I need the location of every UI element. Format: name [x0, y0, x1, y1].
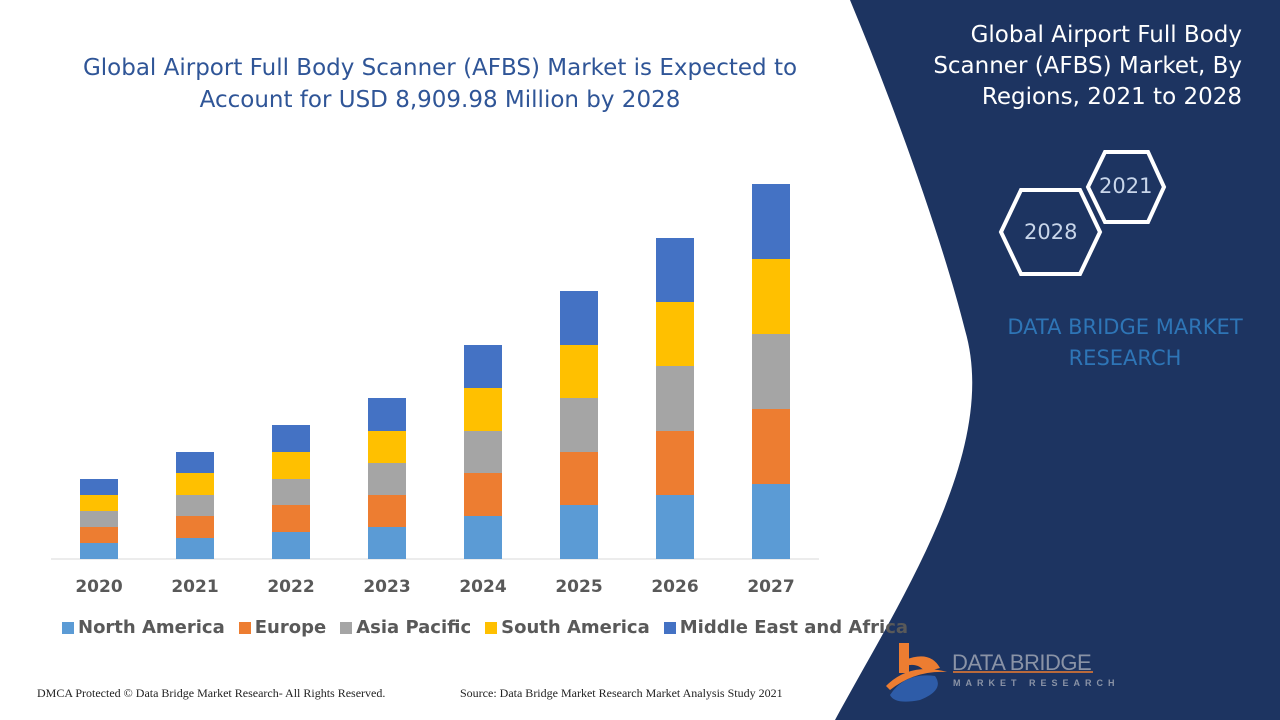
x-tick-label: 2023	[363, 577, 410, 597]
bar-2027-middle-east-and-africa	[752, 184, 790, 259]
bar-2027-europe	[752, 409, 790, 484]
bar-2022-north-america	[272, 532, 310, 559]
hex-year-2021: 2021	[1099, 174, 1153, 198]
bar-2024-asia-pacific	[464, 431, 502, 473]
bar-2026-south-america	[656, 302, 694, 366]
side-panel-title: Global Airport Full Body Scanner (AFBS) …	[933, 22, 1242, 110]
x-tick-label: 2026	[651, 577, 698, 597]
chart-legend: North America Europe Asia Pacific South Ame…	[62, 617, 908, 638]
bar-2025-south-america	[560, 345, 598, 398]
bar-2020-asia-pacific	[80, 511, 118, 527]
bar-2023-asia-pacific	[368, 463, 406, 495]
legend-label: North America	[78, 617, 225, 638]
bar-2026-asia-pacific	[656, 366, 694, 431]
bar-2022-south-america	[272, 452, 310, 479]
x-tick-label: 2020	[75, 577, 122, 597]
legend-item: Middle East and Africa	[663, 617, 909, 638]
bar-2022-middle-east-and-africa	[272, 425, 310, 452]
hexagon-2028	[998, 188, 1103, 276]
bar-2021-middle-east-and-africa	[176, 452, 214, 473]
bar-2024-middle-east-and-africa	[464, 345, 502, 388]
bar-2024-north-america	[464, 516, 502, 559]
legend-item: South America	[485, 617, 650, 638]
bar-2021-north-america	[176, 538, 214, 559]
legend-label: Asia Pacific	[356, 617, 472, 638]
logo-subtitle: MARKET RESEARCH	[953, 678, 1120, 688]
legend-swatch	[340, 621, 353, 634]
bar-2027-south-america	[752, 259, 790, 334]
bar-2025-asia-pacific	[560, 398, 598, 452]
stacked-bar-chart: 2020 2021 2022 2023 2024 2025 2026 2027	[51, 184, 819, 597]
legend-item: Asia Pacific	[340, 617, 471, 638]
bar-2024-south-america	[464, 388, 502, 431]
legend-swatch	[62, 621, 74, 634]
legend-swatch	[485, 621, 498, 634]
legend-label: South America	[501, 617, 650, 638]
bar-2023-europe	[368, 495, 406, 527]
bar-2021-asia-pacific	[176, 495, 214, 516]
bar-2024-europe	[464, 473, 502, 516]
bar-2026-north-america	[656, 495, 694, 559]
x-tick-label: 2024	[459, 577, 506, 597]
hexagon-2021	[1085, 150, 1167, 224]
x-tick-label: 2021	[171, 577, 218, 597]
bar-2022-asia-pacific	[272, 479, 310, 505]
bar-2025-north-america	[560, 505, 598, 559]
bar-2023-north-america	[368, 527, 406, 559]
bar-2023-middle-east-and-africa	[368, 398, 406, 431]
legend-label: Middle East and Africa	[679, 617, 909, 638]
bar-2022-europe	[272, 505, 310, 532]
side-panel-background	[835, 0, 1280, 720]
bar-2025-europe	[560, 452, 598, 505]
brand-text: DATA BRIDGE MARKET RESEARCH	[1007, 315, 1243, 370]
bar-2020-europe	[80, 527, 118, 543]
source-note: Source: Data Bridge Market Research Mark…	[460, 686, 783, 700]
legend-swatch	[663, 621, 676, 634]
legend-item: North America	[62, 617, 225, 638]
logo-icon	[886, 643, 947, 702]
legend-swatch	[238, 621, 251, 634]
bar-2023-south-america	[368, 431, 406, 463]
bar-2026-europe	[656, 431, 694, 495]
bar-2025-middle-east-and-africa	[560, 291, 598, 345]
x-tick-label: 2022	[267, 577, 314, 597]
logo-name: DATA BRIDGE	[952, 650, 1092, 675]
bar-2021-south-america	[176, 473, 214, 495]
copyright-notice: DMCA Protected © Data Bridge Market Rese…	[37, 686, 386, 700]
legend-label: Europe	[254, 617, 327, 638]
chart-title: Global Airport Full Body Scanner (AFBS) …	[82, 55, 798, 113]
bar-2020-middle-east-and-africa	[80, 479, 118, 495]
bar-2020-south-america	[80, 495, 118, 511]
bar-2026-middle-east-and-africa	[656, 238, 694, 302]
bar-2027-asia-pacific	[752, 334, 790, 409]
legend-item: Europe	[238, 617, 327, 638]
bar-2020-north-america	[80, 543, 118, 559]
bar-2027-north-america	[752, 484, 790, 559]
x-tick-label: 2025	[555, 577, 602, 597]
hex-year-2028: 2028	[1024, 220, 1078, 244]
bar-2021-europe	[176, 516, 214, 538]
x-tick-label: 2027	[747, 577, 794, 597]
